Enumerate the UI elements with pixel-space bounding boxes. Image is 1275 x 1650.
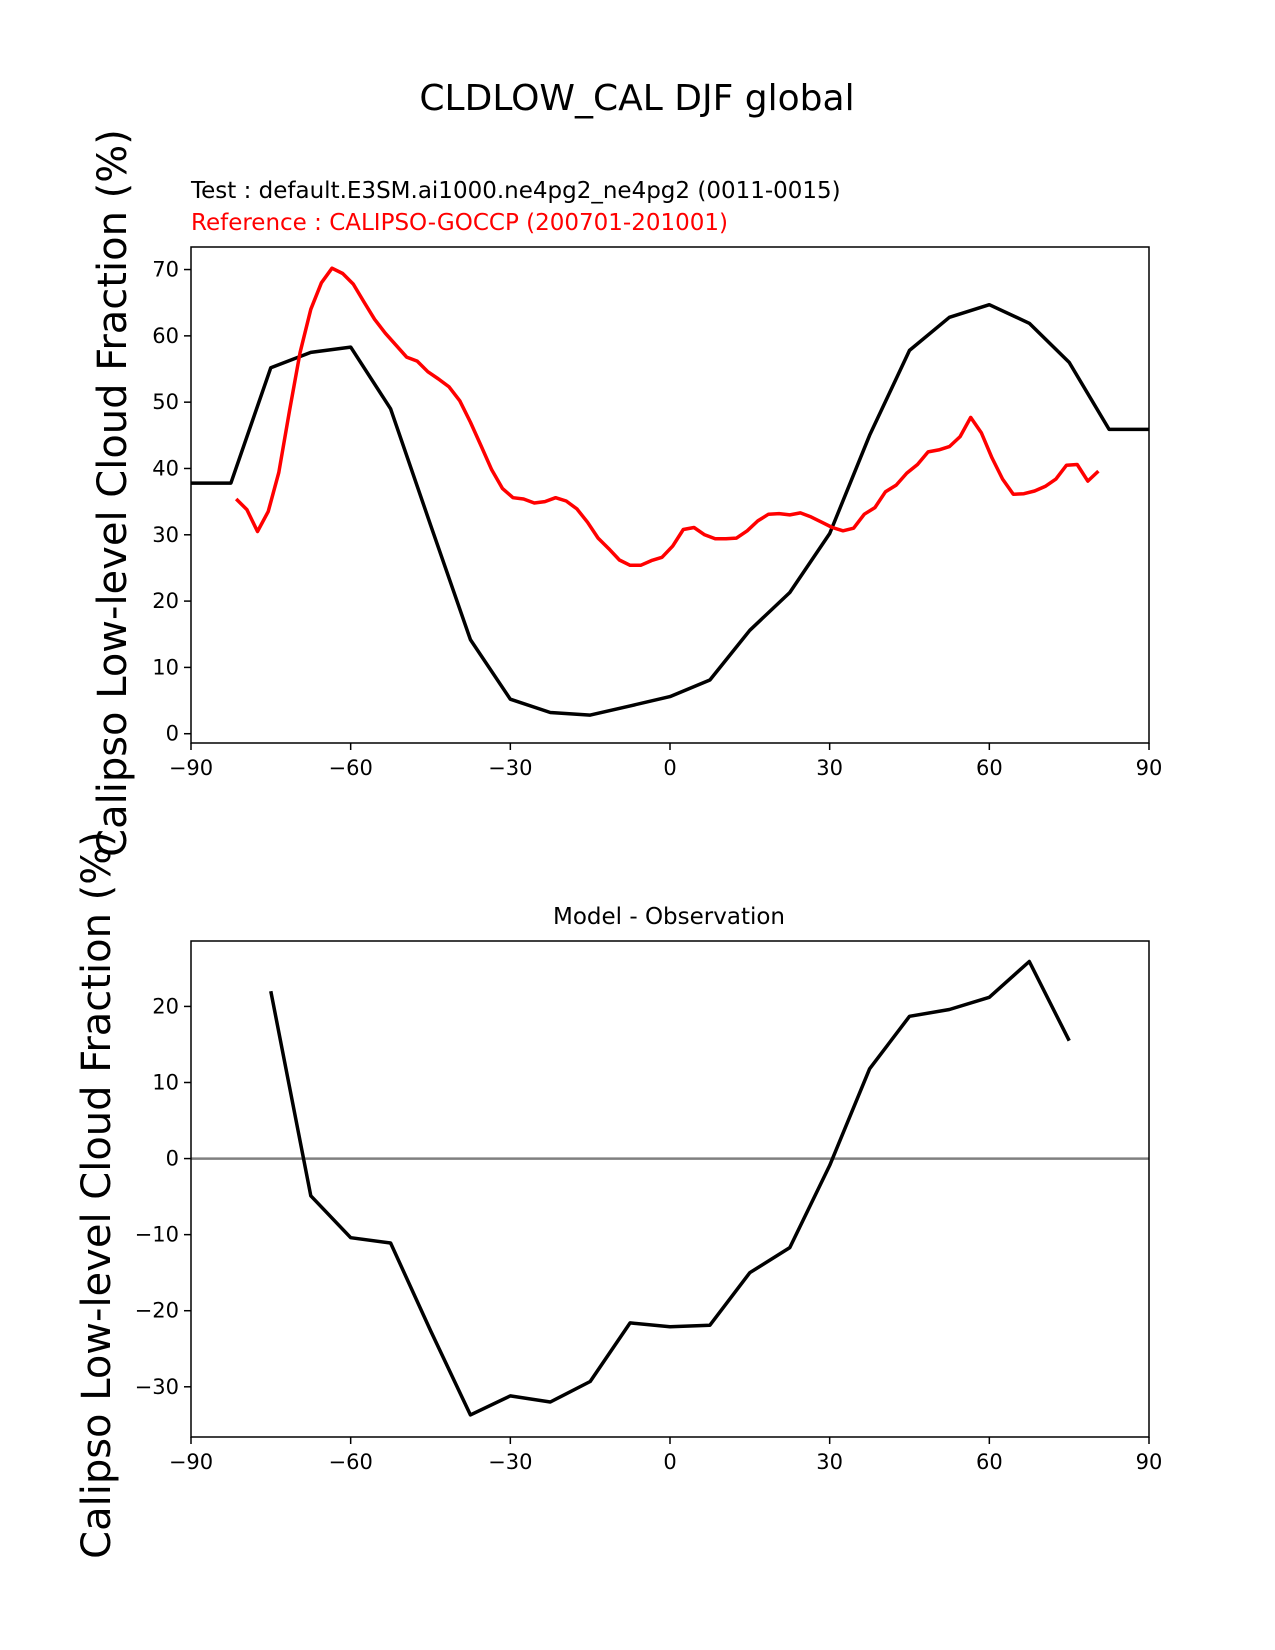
test-subtitle: Test : default.E3SM.ai1000.ne4pg2_ne4pg2…: [190, 178, 841, 204]
top-panel: Test : default.E3SM.ai1000.ne4pg2_ne4pg2…: [90, 129, 1162, 857]
top-series-test-line: [191, 302, 1149, 717]
top-y-tick-label: 50: [152, 390, 179, 414]
top-y-tick-label: 40: [152, 456, 179, 480]
top-y-tick-label: 20: [152, 589, 179, 613]
top-x-tick-label: 90: [1136, 756, 1163, 780]
bottom-x-tick-label: 60: [976, 1450, 1003, 1474]
bottom-y-tick-label: −20: [135, 1299, 179, 1323]
top-plot-area: −90 −60 −30 0 30 60 90 0 10 20 30 40 50 60 70: [152, 246, 1163, 780]
top-y-tick-label: 60: [152, 324, 179, 348]
top-x-tick-label: −30: [488, 756, 532, 780]
reference-subtitle: Reference : CALIPSO-GOCCP (200701-201001…: [191, 210, 728, 236]
bottom-series-test-line: [269, 959, 1071, 1417]
top-x-tick-label: 60: [976, 756, 1003, 780]
bottom-plot-area: −90 −60 −30 0 30 60 90 −30 −20 −10 0 10 20: [135, 940, 1163, 1474]
top-y-tick-label: 0: [166, 722, 179, 746]
top-x-tick-label: −90: [169, 756, 213, 780]
top-y-tick-label: 70: [152, 258, 179, 282]
bottom-x-tick-label: −30: [488, 1450, 532, 1474]
bottom-x-tick-label: 90: [1136, 1450, 1163, 1474]
bottom-x-tick-label: −60: [329, 1450, 373, 1474]
figure-title: CLDLOW_CAL DJF global: [419, 78, 854, 119]
bottom-subplot-title: Model - Observation: [553, 904, 785, 930]
bottom-y-tick-label: −30: [135, 1375, 179, 1399]
bottom-x-tick-label: 0: [663, 1450, 676, 1474]
bottom-panel: Model - Observation Calipso Low-level Cl…: [74, 831, 1162, 1559]
bottom-y-tick-label: 20: [152, 994, 179, 1018]
bottom-y-tick-label: 10: [152, 1070, 179, 1094]
bottom-y-tick-label: −10: [135, 1223, 179, 1247]
bottom-y-tick-label: 0: [166, 1147, 179, 1171]
top-x-tick-label: −60: [329, 756, 373, 780]
bottom-y-axis-label: Calipso Low-level Cloud Fraction (%): [74, 831, 120, 1559]
bottom-x-tick-label: −90: [169, 1450, 213, 1474]
bottom-x-tick-label: 30: [816, 1450, 843, 1474]
top-x-tick-label: 30: [816, 756, 843, 780]
top-y-tick-label: 10: [152, 655, 179, 679]
top-x-tick-label: 0: [663, 756, 676, 780]
top-series-reference-line: [234, 266, 1100, 568]
top-y-tick-label: 30: [152, 523, 179, 547]
top-y-axis-label: Calipso Low-level Cloud Fraction (%): [90, 129, 136, 857]
